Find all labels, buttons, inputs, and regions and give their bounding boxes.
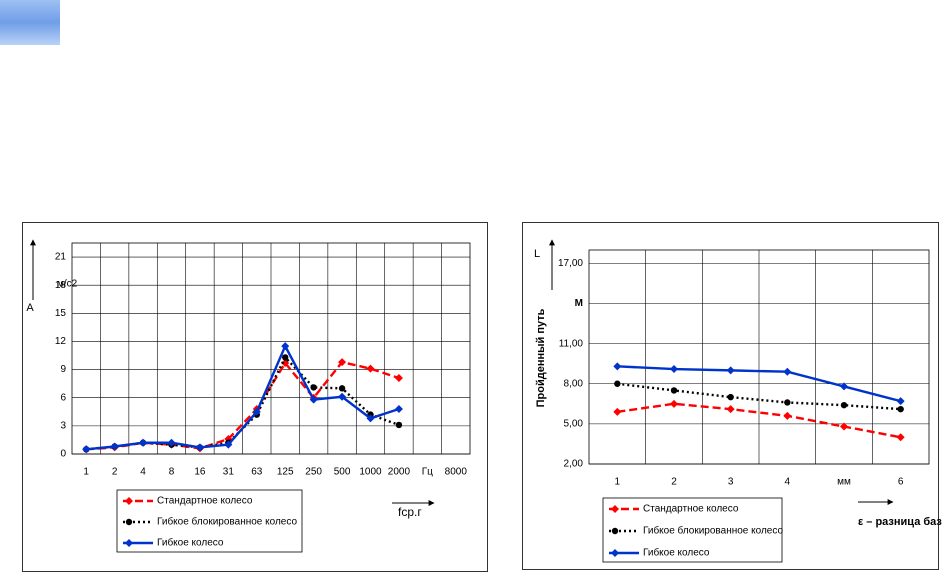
x-tick-label: 500 [334, 467, 351, 478]
legend-marker [125, 497, 133, 505]
y-tick-label: 3 [60, 421, 66, 432]
data-point [167, 438, 176, 447]
data-point [366, 414, 375, 423]
x-tick-label: 1000 [359, 467, 382, 478]
x-tick-label: 125 [277, 467, 294, 478]
data-point [784, 399, 791, 406]
x-tick-label: Гц [422, 467, 433, 478]
legend-label: Гибкое колесо [157, 537, 224, 549]
legend-label: Стандартное колесо [643, 504, 739, 515]
data-point [338, 385, 346, 392]
slide-decoration [0, 0, 60, 45]
data-point [310, 384, 317, 391]
x-tick-label: мм [837, 477, 851, 488]
data-point [670, 399, 678, 408]
y-tick-label: М [575, 298, 583, 309]
x-tick-label: 8 [169, 467, 175, 478]
data-point [783, 411, 792, 420]
x-tick-label: 4 [140, 467, 146, 478]
x-tick-label: 63 [251, 467, 263, 478]
data-point [394, 374, 403, 383]
series-line [86, 343, 400, 451]
x-tick-label: 16 [194, 467, 206, 478]
x-tick-label: 1 [83, 467, 89, 478]
data-point [897, 405, 904, 413]
data-point [394, 404, 403, 413]
data-point [840, 422, 848, 431]
x-tick-label: 250 [305, 467, 322, 478]
x-tick-label: 1 [615, 477, 621, 488]
y-tick-label: 11,00 [559, 338, 584, 349]
y-tick-label: 12 [55, 336, 67, 347]
y-tick-label: 9 [60, 364, 66, 375]
legend-marker [611, 527, 619, 535]
legend-label: Гибкое блокированное колесо [643, 525, 783, 537]
y-tick-label: 6 [60, 392, 66, 403]
data-point [614, 380, 621, 387]
data-point [613, 407, 622, 416]
legend-marker [611, 549, 619, 557]
data-point [670, 387, 678, 394]
data-point [338, 358, 347, 367]
data-point [670, 365, 678, 374]
legend-marker [125, 539, 133, 547]
data-point [110, 442, 119, 451]
x-axis-label: fср.г [398, 505, 422, 519]
legend-marker [125, 518, 133, 526]
y-tick-label: 21 [55, 252, 67, 263]
y-tick-label: 18 [55, 280, 67, 291]
legend-marker [611, 505, 619, 513]
y-axis-label: A [26, 302, 34, 314]
data-point [282, 354, 289, 361]
data-point [783, 367, 792, 376]
x-tick-label: 2 [112, 467, 118, 478]
data-point [726, 405, 735, 414]
legend-label: Стандартное колесо [157, 496, 253, 507]
y-axis-label: Пройденный путь [535, 308, 547, 407]
legend-label: Гибкое колесо [643, 547, 710, 559]
x-tick-label: 6 [898, 477, 904, 488]
data-point [896, 397, 905, 406]
data-point [896, 433, 905, 442]
x-tick-label: 2 [671, 477, 677, 488]
data-point [727, 393, 734, 401]
y-tick-label: 0 [60, 449, 66, 460]
data-point [281, 342, 290, 351]
legend-box [602, 497, 783, 563]
data-point [195, 443, 204, 452]
series-line [617, 365, 901, 403]
x-tick-label: 2000 [388, 467, 411, 478]
x-axis-label: ε – разница баз [858, 516, 942, 528]
y-tick-label: 5,00 [564, 419, 584, 430]
x-tick-label: 3 [728, 477, 734, 488]
y-tick-label: 2,00 [564, 459, 584, 470]
y-tick-label: 17,00 [558, 258, 583, 269]
data-point [395, 421, 403, 429]
data-point [224, 440, 233, 449]
data-point [139, 438, 148, 447]
y-tick-label: 8,00 [564, 378, 584, 389]
x-tick-label: 8000 [445, 467, 468, 478]
data-point [338, 392, 347, 401]
legend-label: Гибкое блокированное колесо [157, 516, 297, 528]
data-point [726, 366, 735, 375]
y-tick-label: 15 [55, 308, 67, 319]
x-tick-label: 4 [785, 477, 791, 488]
y-unit: L [534, 248, 540, 260]
data-point [252, 407, 261, 416]
data-point [840, 382, 848, 391]
x-tick-label: 31 [223, 467, 235, 478]
data-point [613, 362, 622, 371]
data-point [366, 364, 375, 373]
data-point [840, 401, 848, 409]
data-point [82, 445, 91, 454]
y-unit: м/с2 [57, 279, 78, 290]
data-point [309, 395, 318, 404]
